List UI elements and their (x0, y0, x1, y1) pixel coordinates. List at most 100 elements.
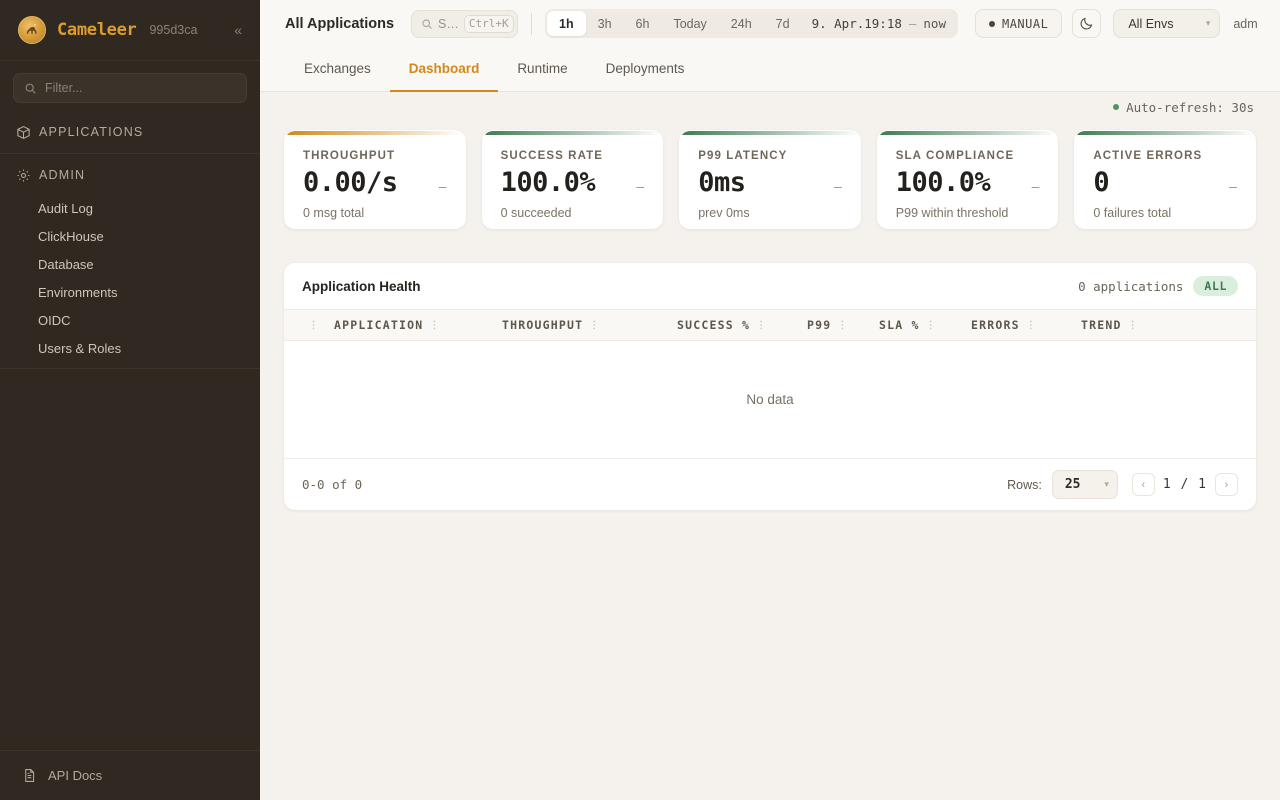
sidebar-item-oidc[interactable]: OIDC (0, 306, 260, 334)
mode-dot-icon (988, 20, 995, 27)
environment-select[interactable]: All Envs ▾ (1113, 9, 1221, 38)
tab-runtime[interactable]: Runtime (517, 61, 568, 76)
theme-toggle-button[interactable] (1072, 9, 1102, 38)
column-header-sla-pct[interactable]: SLA % ⋮ (879, 318, 971, 332)
sidebar-section-admin[interactable]: ADMIN (0, 156, 260, 194)
chevron-down-icon: ▾ (1205, 18, 1211, 28)
card-subtext: 0 succeeded (500, 206, 572, 221)
refresh-mode-button[interactable]: MANUAL (974, 9, 1063, 38)
range-button-3h[interactable]: 3h (597, 16, 612, 31)
card-delta: – (1031, 178, 1040, 194)
metric-card-success-rate[interactable]: SUCCESS RATE 100.0% – 0 succeeded (481, 130, 664, 229)
range-to: now (923, 16, 946, 31)
status-filter-badge[interactable]: ALL (1193, 276, 1238, 296)
metric-card-throughput[interactable]: THROUGHPUT 0.00/s – 0 msg total (284, 130, 466, 229)
auto-refresh-label: Auto-refresh: 30s (1126, 99, 1254, 115)
sidebar-item-database[interactable]: Database (0, 250, 260, 278)
metric-card-sla-compliance[interactable]: SLA COMPLIANCE 100.0% – P99 within thres… (876, 130, 1059, 229)
search-text: S… (438, 16, 459, 31)
sidebar-item-label: ClickHouse (38, 228, 104, 244)
card-value: 0.00/s (303, 167, 398, 198)
column-label: TREND (1081, 318, 1122, 332)
range-from: 9. Apr.19:18 (811, 16, 902, 31)
card-value: 100.0% (895, 167, 991, 198)
column-header-throughput[interactable]: THROUGHPUT ⋮ (502, 318, 677, 332)
tab-deployments[interactable]: Deployments (605, 61, 685, 76)
metric-card-p99-latency[interactable]: P99 LATENCY 0ms – prev 0ms (679, 130, 861, 229)
topbar: All Applications S… Ctrl+K 1h 3h 6h Toda… (260, 0, 1280, 47)
card-label: THROUGHPUT (303, 150, 396, 162)
sidebar-section-applications[interactable]: APPLICATIONS (0, 113, 260, 151)
sidebar-brand: Cameleer 995d3ca « (0, 0, 260, 61)
range-button-7d[interactable]: 7d (775, 16, 790, 31)
rows-per-page-select[interactable]: 25 ▾ (1051, 470, 1118, 499)
sidebar-item-label: OIDC (38, 312, 71, 328)
table-header-row: ⋮ APPLICATION ⋮ THROUGHPUT ⋮ SUCCESS % ⋮ P9… (284, 309, 1256, 341)
chevron-down-icon: ▾ (1104, 479, 1109, 489)
panel-title: Application Health (302, 278, 421, 294)
brand-instance-id: 995d3ca (149, 23, 198, 37)
tab-dashboard[interactable]: Dashboard (389, 47, 499, 92)
column-label: SLA % (879, 318, 920, 332)
sidebar-item-label: Database (38, 256, 94, 272)
gear-icon (17, 169, 30, 181)
metric-card-active-errors[interactable]: ACTIVE ERRORS 0 – 0 failures total (1074, 130, 1256, 229)
card-accent-bar (877, 131, 1058, 135)
pagination-controls: Rows: 25 ▾ ‹ 1 / 1 › (1007, 470, 1238, 499)
column-header-p99[interactable]: P99 ⋮ (807, 318, 879, 332)
sidebar-filter (0, 61, 260, 113)
range-button-24h[interactable]: 24h (730, 16, 752, 31)
sort-handle-icon: ⋮ (1025, 319, 1036, 331)
absolute-range-picker[interactable]: 9. Apr.19:18 — now (802, 16, 956, 31)
card-label: P99 LATENCY (698, 150, 788, 162)
sort-handle-icon: ⋮ (837, 319, 847, 331)
tab-exchanges[interactable]: Exchanges (304, 61, 371, 76)
column-header-application[interactable]: APPLICATION ⋮ (334, 318, 502, 332)
column-label: SUCCESS % (677, 318, 751, 332)
drag-handle-icon: ⋮ (308, 319, 319, 331)
column-header-errors[interactable]: ERRORS ⋮ (971, 318, 1081, 332)
status-dot-icon (1113, 104, 1120, 110)
search-shortcut-kbd: Ctrl+K (463, 14, 514, 33)
card-label: ACTIVE ERRORS (1093, 150, 1203, 162)
search-icon (422, 18, 432, 29)
user-menu[interactable]: adm (1233, 16, 1258, 31)
auto-refresh-indicator: Auto-refresh: 30s (284, 92, 1256, 122)
sort-handle-icon: ⋮ (429, 319, 439, 331)
page-indicator: 1 / 1 (1162, 477, 1207, 492)
metric-card-row: THROUGHPUT 0.00/s – 0 msg total SUCCESS … (284, 130, 1256, 229)
panel-header: Application Health 0 applications ALL (284, 263, 1256, 309)
tab-bar: Exchanges Dashboard Runtime Deployments (260, 47, 1280, 92)
sidebar-item-audit-log[interactable]: Audit Log (0, 194, 260, 222)
page-title: All Applications (285, 15, 395, 32)
chevrons-left-icon[interactable]: « (234, 22, 242, 38)
filter-box[interactable] (13, 73, 247, 103)
column-header-trend[interactable]: TREND ⋮ (1081, 318, 1181, 332)
range-button-1h[interactable]: 1h (547, 11, 586, 36)
prev-page-button[interactable]: ‹ (1131, 473, 1155, 496)
sidebar-section-label: APPLICATIONS (39, 125, 144, 139)
range-button-today[interactable]: Today (673, 16, 707, 31)
sidebar-item-environments[interactable]: Environments (0, 278, 260, 306)
sidebar-item-users-roles[interactable]: Users & Roles (0, 334, 260, 362)
card-label: SLA COMPLIANCE (895, 150, 1015, 162)
time-range-group: 1h 3h 6h Today 24h 7d 9. Apr.19:18 — now (545, 9, 958, 38)
sidebar-item-api-docs[interactable]: API Docs (0, 750, 260, 800)
filter-input[interactable] (45, 81, 236, 95)
column-header-success-pct[interactable]: SUCCESS % ⋮ (677, 318, 807, 332)
search-input[interactable]: S… Ctrl+K (411, 9, 519, 38)
cameleer-logo-icon (18, 16, 46, 44)
table-footer: 0-0 of 0 Rows: 25 ▾ ‹ 1 / 1 › (284, 458, 1256, 510)
rows-per-page-value: 25 (1064, 477, 1081, 492)
card-accent-bar (285, 131, 465, 135)
topbar-divider (531, 12, 533, 35)
range-button-6h[interactable]: 6h (635, 16, 650, 31)
cube-icon (17, 125, 30, 139)
next-page-button[interactable]: › (1215, 473, 1238, 496)
sidebar-item-clickhouse[interactable]: ClickHouse (0, 222, 260, 250)
column-header-select[interactable]: ⋮ (292, 320, 334, 331)
empty-state-text: No data (746, 392, 794, 407)
sidebar-footer-label: API Docs (48, 768, 103, 783)
card-subtext: 0 failures total (1093, 206, 1172, 221)
card-label: SUCCESS RATE (500, 150, 604, 162)
